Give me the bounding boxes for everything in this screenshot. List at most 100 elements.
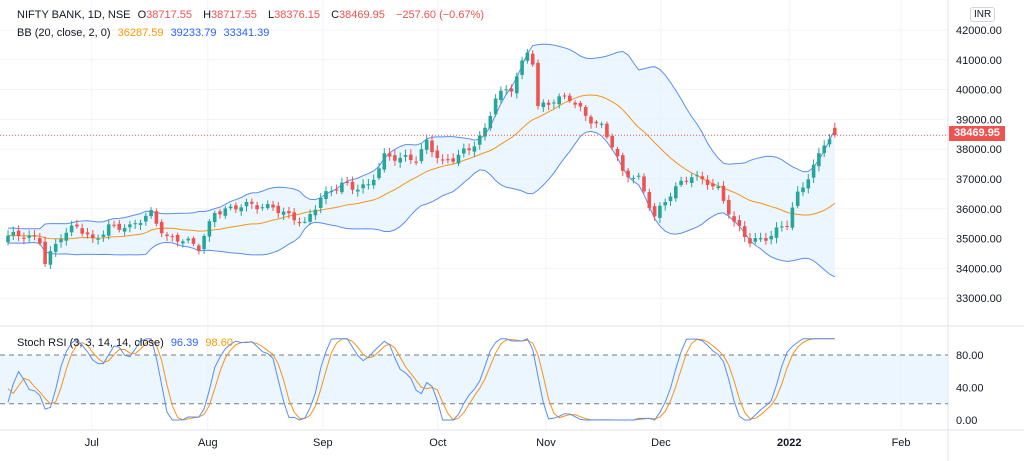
candle-body (525, 52, 530, 61)
candle-body (387, 153, 392, 157)
stoch-k-line (7, 338, 835, 421)
candle-body (255, 205, 259, 210)
candle-body (742, 226, 747, 238)
candle-body (59, 239, 63, 243)
candle-body (578, 103, 583, 107)
candle-body (679, 180, 683, 185)
time-axis-label: Feb (892, 437, 911, 449)
price-tick-label: 37000.00 (956, 174, 1002, 186)
candle-body (790, 207, 795, 228)
candle-body (764, 238, 768, 241)
candle-body (552, 102, 556, 104)
candle-body (122, 227, 127, 232)
price-tick-label: 36000.00 (956, 204, 1002, 216)
candle-body (334, 189, 339, 191)
candle-body (594, 121, 599, 124)
candle-body (568, 95, 572, 101)
candle-body (239, 207, 243, 212)
candle-body (313, 209, 318, 216)
candle-body (626, 170, 630, 178)
candle-body (276, 205, 281, 214)
candle-body (663, 202, 667, 206)
candle-body (748, 238, 752, 244)
candle-body (727, 200, 731, 215)
candle-body (652, 206, 657, 217)
rsi-tick-label: 80.00 (956, 350, 984, 362)
low-number: 38376.15 (274, 9, 320, 21)
candle-body (827, 139, 832, 145)
candle-body (32, 235, 37, 237)
candle-body (467, 148, 471, 151)
bb-basis-value: 36287.59 (117, 27, 164, 39)
price-tick-label: 34000.00 (956, 263, 1002, 275)
candle-body (430, 140, 434, 153)
candle-body (711, 183, 715, 187)
candle-body (674, 186, 678, 199)
candle-body (732, 216, 736, 222)
candle-body (149, 210, 153, 217)
candle-body (753, 238, 758, 242)
candle-body (499, 90, 503, 101)
candle-body (515, 76, 519, 94)
candle-body (297, 222, 302, 224)
candle-body (244, 201, 249, 207)
candle-body (472, 146, 477, 152)
candle-body (689, 177, 694, 183)
candle-body (223, 208, 228, 216)
candle-body (409, 154, 413, 161)
candle-body (721, 185, 726, 201)
candle-body (780, 226, 784, 228)
candle-body (218, 211, 222, 215)
candle-body (144, 215, 148, 222)
stoch-rsi-legend[interactable]: Stoch RSI (3, 3, 14, 14, close) 96.39 98… (17, 337, 237, 349)
candle-body (774, 227, 779, 238)
candle-body (647, 192, 652, 208)
candle-body (541, 102, 546, 108)
candle-body (520, 60, 524, 75)
rsi-tick-label: 40.00 (956, 383, 984, 395)
candle-body (53, 243, 58, 252)
candle-body (393, 155, 397, 161)
candle-body (599, 123, 604, 125)
currency-button[interactable]: INR (970, 7, 996, 22)
candle-body (769, 236, 773, 240)
candle-body (488, 116, 493, 129)
candle-body (806, 179, 811, 189)
candle-body (822, 145, 826, 154)
candle-body (605, 123, 609, 138)
candle-body (795, 191, 800, 206)
rsi-tick-label: 0.00 (956, 415, 977, 427)
candle-body (106, 224, 111, 236)
candle-body (456, 154, 461, 164)
change-value: −257.60 (−0.67%) (395, 9, 485, 21)
candle-body (615, 148, 620, 157)
candle-body (260, 207, 265, 209)
candle-body (340, 182, 344, 193)
price-tick-label: 35000.00 (956, 234, 1002, 246)
candle-body (324, 191, 328, 200)
candle-body (758, 238, 763, 240)
candle-body (361, 184, 365, 189)
candle-body (356, 189, 360, 192)
price-tick-label: 40000.00 (956, 85, 1002, 97)
candle-body (801, 187, 805, 193)
candle-body (292, 212, 296, 221)
candle-body (642, 176, 646, 192)
candle-body (631, 178, 636, 180)
candle-body (265, 204, 270, 209)
candle-body (435, 150, 440, 158)
candle-body (483, 127, 487, 137)
symbol-legend: NIFTY BANK, 1D, NSE O38717.55 H38717.55 … (17, 9, 488, 21)
candle-body (583, 107, 588, 116)
candle-body (493, 98, 498, 115)
bb-legend[interactable]: BB (20, close, 2, 0) 36287.59 39233.79 3… (17, 27, 273, 39)
candle-body (128, 224, 132, 228)
time-axis-label: Nov (536, 437, 556, 449)
stoch-k-value: 96.39 (170, 337, 199, 349)
open-value: O38717.55 (138, 9, 196, 21)
bb-upper-value: 39233.79 (170, 27, 217, 39)
time-axis-label: Sep (313, 437, 333, 449)
candle-body (197, 245, 201, 251)
